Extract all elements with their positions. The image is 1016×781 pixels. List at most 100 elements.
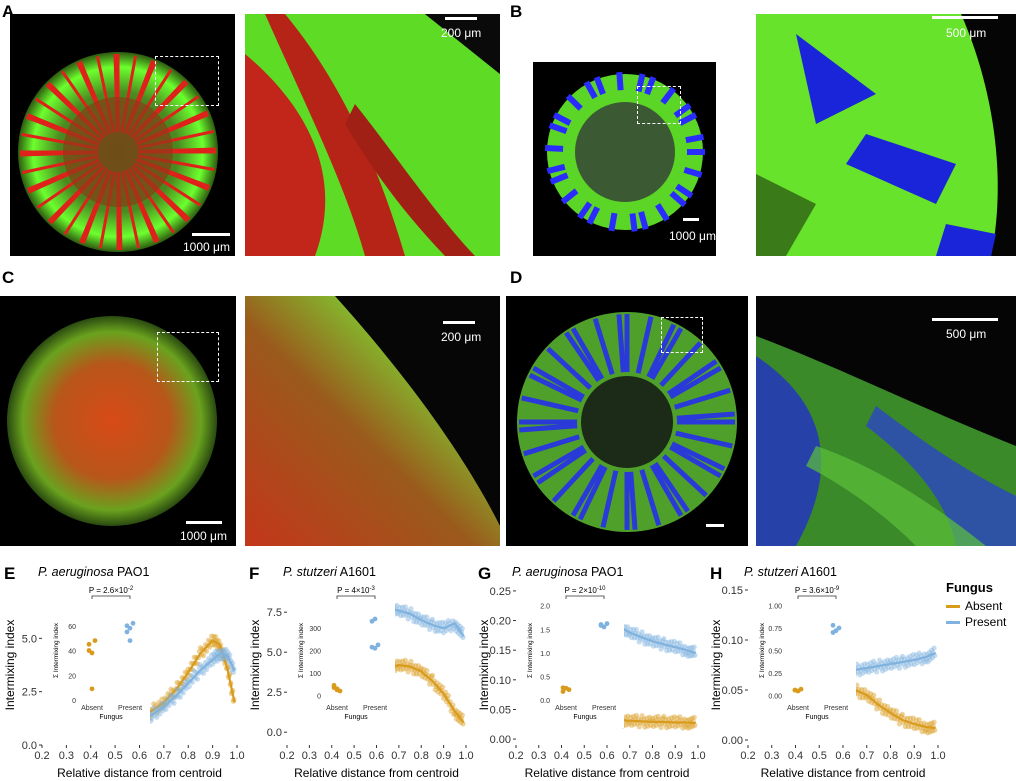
data-point: [664, 648, 670, 654]
data-point: [434, 620, 440, 626]
data-point: [919, 729, 925, 735]
data-point: [428, 618, 435, 624]
colony-ray: [552, 112, 572, 126]
inset-x-tick-label: Present: [118, 705, 142, 712]
data-point: [887, 658, 894, 664]
inset-y-tick-label: 1.5: [540, 627, 550, 634]
data-point: [633, 626, 639, 633]
inset-y-tick-label: 2.0: [540, 604, 550, 611]
data-point: [459, 712, 465, 718]
data-point: [448, 628, 454, 634]
data-point: [650, 723, 657, 729]
x-tick-label: 0.3: [302, 750, 317, 762]
data-point: [891, 664, 898, 670]
data-point: [874, 669, 880, 675]
data-point: [907, 653, 913, 659]
data-point: [159, 700, 165, 707]
data-point: [916, 717, 922, 723]
data-point: [891, 716, 898, 722]
colony-ray: [635, 316, 654, 374]
data-point: [857, 695, 863, 701]
x-tick-label: 0.6: [369, 750, 384, 762]
data-point: [448, 708, 454, 714]
data-point: [413, 611, 419, 617]
inset-y-tick-label: 0.25: [768, 671, 782, 678]
y-tick-label: 0.05: [490, 704, 511, 716]
inset-y-tick-label: 0.00: [768, 694, 782, 701]
inset-y-tick-label: 100: [309, 671, 321, 678]
data-point: [691, 714, 697, 720]
data-point: [919, 661, 925, 667]
colony-ray: [660, 86, 677, 105]
p-value-base: P = 2×10: [565, 586, 598, 595]
fit-line: [138, 639, 236, 719]
data-point: [677, 640, 683, 646]
data-point: [450, 618, 456, 624]
inset-point-absent: [798, 686, 804, 692]
y-tick-label: 5.0: [267, 647, 282, 659]
p-value-base: P = 3.6×10: [795, 586, 835, 595]
colony-ray: [675, 183, 694, 199]
data-point: [677, 714, 683, 720]
data-point: [687, 716, 693, 722]
panel-c-colony-image: [0, 296, 236, 546]
inset-x-tick-label: Present: [592, 705, 616, 712]
data-point: [922, 728, 928, 734]
p-value-base: P = 2.6×10: [89, 586, 129, 595]
data-point: [890, 707, 897, 713]
data-point: [899, 711, 905, 717]
data-point: [440, 684, 446, 690]
y-axis-label: Intermixing index: [477, 620, 491, 711]
data-point: [194, 661, 200, 667]
colony-ray: [544, 145, 564, 152]
data-point: [221, 647, 227, 653]
data-point: [660, 638, 666, 644]
data-point: [644, 715, 650, 721]
data-point: [159, 696, 165, 702]
data-point: [689, 715, 695, 721]
data-point: [910, 651, 916, 658]
data-point: [914, 725, 920, 731]
y-tick-label: 0.15: [722, 585, 743, 597]
data-point: [427, 626, 433, 632]
data-point: [211, 634, 217, 640]
data-point: [877, 657, 883, 663]
panel-c-zoom-image: [245, 296, 500, 546]
x-tick-label: 0.4: [83, 750, 98, 762]
chart-f: F P. stutzeri A1601 Intermixing index Relat…: [248, 564, 474, 780]
data-point: [687, 653, 694, 659]
inset-y-tick-label: 20: [68, 673, 76, 680]
y-tick-label: 0.20: [490, 616, 511, 628]
p-value: P = 2×10-10: [565, 586, 607, 595]
colony-ray: [639, 469, 662, 526]
data-point: [871, 658, 877, 664]
chart-title-species: P. aeruginosa: [38, 565, 114, 579]
inset-point-absent: [86, 648, 92, 653]
data-point: [692, 652, 698, 658]
inset-point-present: [830, 630, 836, 635]
data-point: [174, 686, 180, 692]
p-value: P = 3.6×10-9: [795, 586, 840, 595]
data-point: [866, 698, 872, 704]
data-point: [402, 604, 409, 610]
x-tick-label: 0.2: [508, 750, 523, 762]
data-point: [441, 630, 447, 636]
data-point: [623, 722, 629, 728]
data-point: [683, 651, 689, 658]
panel-d-zoom-image: [756, 296, 1016, 546]
data-point: [177, 694, 183, 700]
data-point: [902, 724, 908, 730]
chart-title-strain: A1601: [337, 565, 376, 579]
panel-letter-f: F: [249, 564, 259, 583]
data-point: [881, 659, 888, 665]
data-point: [429, 672, 436, 678]
p-value-exponent: -10: [597, 586, 606, 592]
colony-ray: [649, 327, 684, 380]
data-point: [413, 663, 419, 669]
x-tick-label: 1.0: [458, 750, 473, 762]
x-tick-label: 0.7: [156, 750, 171, 762]
data-point: [203, 648, 210, 654]
data-point: [440, 619, 446, 625]
data-point: [910, 715, 916, 721]
data-point: [666, 716, 672, 722]
